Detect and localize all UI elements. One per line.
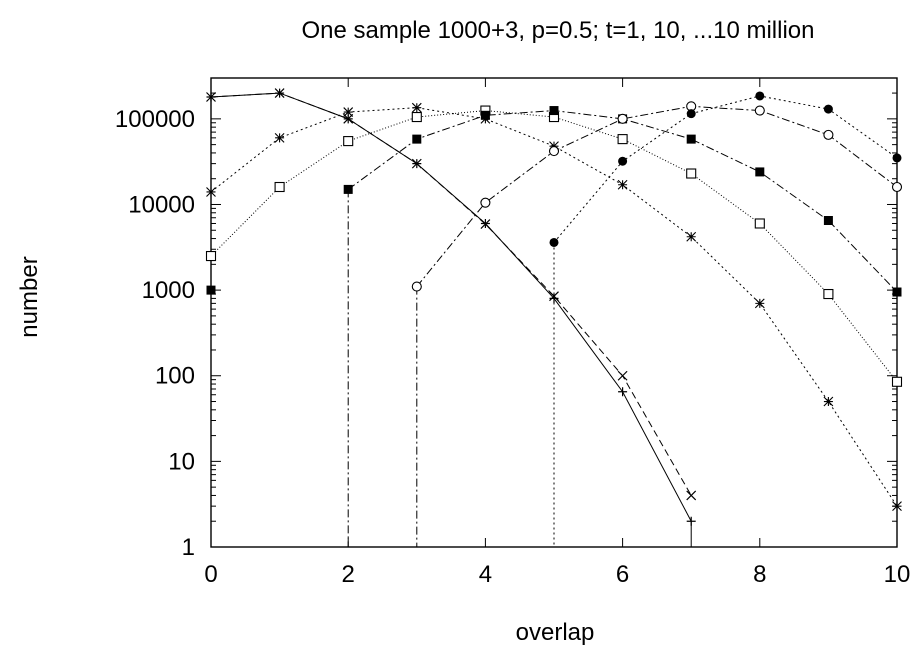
series-line xyxy=(553,95,898,243)
filled-circle-marker xyxy=(892,153,902,163)
series-6-filled-circle xyxy=(549,91,902,547)
series-line xyxy=(210,107,898,507)
open-circle-marker xyxy=(823,129,834,140)
series-3-open-square xyxy=(205,105,903,387)
y-tick-label: 100000 xyxy=(115,106,195,133)
y-axis: 1 10 100 1000 10000 100000 xyxy=(115,92,897,561)
open-circle-marker xyxy=(480,197,491,208)
cross-marker xyxy=(411,158,422,169)
y-tick-label: 10 xyxy=(168,448,195,475)
series-layer xyxy=(205,88,903,547)
cross-marker xyxy=(343,113,354,124)
x-tick-label: 4 xyxy=(479,561,492,588)
filled-circle-marker xyxy=(549,237,559,247)
filled-square-marker xyxy=(412,134,422,144)
cross-marker xyxy=(206,92,216,102)
open-circle-marker xyxy=(411,281,422,292)
open-circle-marker xyxy=(617,113,628,124)
open-square-marker xyxy=(686,168,697,179)
plus-marker xyxy=(618,387,628,397)
cross-marker xyxy=(274,88,285,99)
open-square-marker xyxy=(617,134,628,145)
star-marker xyxy=(617,179,628,190)
filled-square-marker xyxy=(823,216,833,226)
filled-square-marker xyxy=(892,287,902,297)
star-marker xyxy=(686,231,697,242)
y-tick-label: 100 xyxy=(155,363,195,390)
star-marker xyxy=(892,501,902,512)
filled-square-marker xyxy=(755,167,765,177)
x-tick-label: 6 xyxy=(616,561,629,588)
open-circle-marker xyxy=(754,105,765,116)
open-square-marker xyxy=(823,288,834,300)
cross-marker xyxy=(686,490,697,501)
filled-square-marker xyxy=(480,110,490,120)
x-axis: 0 2 4 6 8 10 xyxy=(204,78,910,588)
star-marker xyxy=(823,396,834,407)
open-square-marker xyxy=(343,136,354,147)
x-tick-label: 8 xyxy=(753,561,766,588)
x-tick-label: 2 xyxy=(342,561,355,588)
chart-title: One sample 1000+3, p=0.5; t=1, 10, ...10… xyxy=(302,17,815,44)
cross-marker xyxy=(549,291,559,302)
filled-circle-marker xyxy=(686,109,696,119)
filled-circle-marker xyxy=(823,104,833,114)
open-square-marker xyxy=(205,250,217,262)
x-axis-label: overlap xyxy=(516,619,595,646)
filled-square-marker xyxy=(343,184,353,194)
cross-marker xyxy=(480,219,491,230)
open-circle-marker xyxy=(891,181,903,193)
filled-square-marker xyxy=(549,106,559,116)
cross-marker xyxy=(617,370,628,381)
x-tick-label: 10 xyxy=(884,561,911,588)
filled-square-marker xyxy=(686,134,696,144)
filled-circle-marker xyxy=(755,91,765,101)
filled-circle-marker xyxy=(618,156,628,166)
open-square-marker xyxy=(891,376,903,387)
y-tick-label: 10000 xyxy=(128,191,195,218)
x-tick-label: 0 xyxy=(204,561,217,588)
star-marker xyxy=(274,132,285,143)
filled-square-marker xyxy=(206,285,216,295)
star-marker xyxy=(411,102,422,113)
series-line xyxy=(210,92,692,522)
star-marker xyxy=(754,298,765,309)
series-line xyxy=(416,105,898,287)
star-marker xyxy=(343,107,354,117)
series-5-open-circle xyxy=(411,101,903,547)
series-1-cross xyxy=(206,88,697,501)
plot-area-frame xyxy=(210,77,898,548)
series-4-filled-square xyxy=(206,106,902,547)
open-square-marker xyxy=(754,218,765,229)
y-tick-label: 1 xyxy=(182,534,195,561)
y-tick-label: 1000 xyxy=(142,277,195,304)
plus-marker xyxy=(686,516,696,526)
star-marker xyxy=(206,187,216,197)
open-circle-marker xyxy=(548,146,560,157)
series-line xyxy=(210,92,692,496)
y-axis-label: number xyxy=(16,256,43,337)
series-2-star xyxy=(206,102,902,512)
open-square-marker xyxy=(274,181,285,193)
open-square-marker xyxy=(411,111,422,123)
